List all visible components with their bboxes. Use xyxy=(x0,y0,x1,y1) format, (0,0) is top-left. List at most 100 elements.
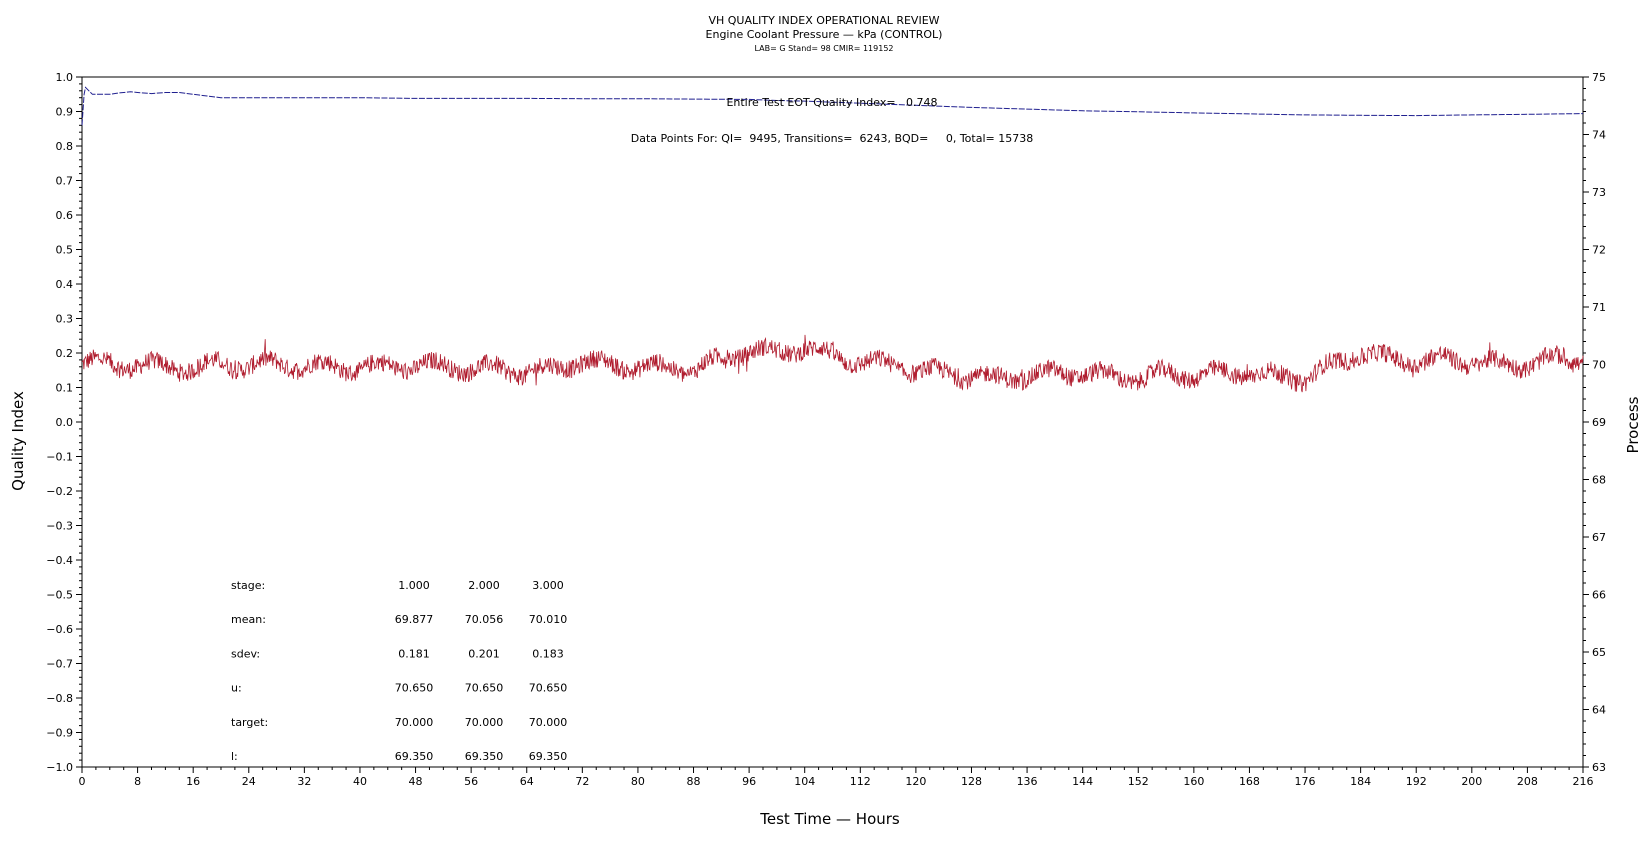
stats-cell: 69.350 xyxy=(529,750,568,763)
annotation-data-points: Data Points For: QI= 9495, Transitions= … xyxy=(631,132,1033,145)
stats-cell: 70.000 xyxy=(529,716,568,729)
y-right-tick-label: 67 xyxy=(1592,531,1606,544)
x-tick-label: 152 xyxy=(1128,775,1149,788)
y-right-tick-label: 63 xyxy=(1592,761,1606,774)
y-right-tick-label: 68 xyxy=(1592,474,1606,487)
y-left-tick-label: 0.7 xyxy=(56,175,74,188)
y-left-tick-label: −0.4 xyxy=(46,554,73,567)
x-tick-label: 128 xyxy=(961,775,982,788)
x-tick-label: 80 xyxy=(631,775,645,788)
y-right-tick-label: 73 xyxy=(1592,186,1606,199)
x-tick-label: 24 xyxy=(242,775,256,788)
stats-cell: 69.350 xyxy=(465,750,504,763)
stats-cell: 2.000 xyxy=(468,579,500,592)
annotation-qi-summary: Entire Test EOT Quality Index= 0.748 xyxy=(726,96,937,109)
y-left-tick-label: 0.8 xyxy=(56,140,74,153)
chart-subtitle: Engine Coolant Pressure — kPa (CONTROL) xyxy=(706,28,943,41)
x-tick-label: 184 xyxy=(1350,775,1371,788)
y-axis-right: 75 74 73 72 71 70 69 68 67 66 65 64 63 xyxy=(1583,71,1606,774)
y-left-tick-label: −0.1 xyxy=(46,451,73,464)
x-axis: 0 8 16 24 32 40 48 56 64 72 80 88 96 104 112 120 128 136 1… xyxy=(79,767,1594,788)
y-right-tick-label: 74 xyxy=(1592,129,1606,142)
y-axis-left-label: Quality Index xyxy=(9,391,27,491)
y-left-tick-label: −0.7 xyxy=(46,658,73,671)
stats-cell: 69.350 xyxy=(395,750,434,763)
chart-subtitle-lab: LAB= G Stand= 98 CMIR= 119152 xyxy=(754,44,893,53)
y-left-tick-label: 0.4 xyxy=(56,278,74,291)
x-tick-label: 16 xyxy=(186,775,200,788)
y-left-tick-label: −0.9 xyxy=(46,727,73,740)
y-right-tick-label: 71 xyxy=(1592,301,1606,314)
stats-cell: 70.000 xyxy=(465,716,504,729)
x-axis-label: Test Time — Hours xyxy=(759,810,900,828)
y-left-tick-label: −0.5 xyxy=(46,589,73,602)
x-tick-label: 168 xyxy=(1239,775,1260,788)
x-tick-label: 72 xyxy=(575,775,589,788)
y-left-tick-label: −0.6 xyxy=(46,623,73,636)
y-left-tick-label: −0.3 xyxy=(46,520,73,533)
stats-cell: 70.056 xyxy=(465,613,504,626)
x-tick-label: 40 xyxy=(353,775,367,788)
stats-row-label: stage: xyxy=(231,579,265,592)
stats-cell: 3.000 xyxy=(532,579,564,592)
stats-cell: 70.000 xyxy=(395,716,434,729)
y-left-tick-label: 0.2 xyxy=(56,347,74,360)
x-tick-label: 192 xyxy=(1406,775,1427,788)
series-quality-index-line xyxy=(81,86,1584,126)
x-tick-label: 0 xyxy=(79,775,86,788)
x-tick-label: 64 xyxy=(520,775,534,788)
y-right-tick-label: 66 xyxy=(1592,589,1606,602)
y-right-tick-label: 65 xyxy=(1592,646,1606,659)
x-tick-label: 208 xyxy=(1517,775,1538,788)
series-process-line xyxy=(82,334,1584,393)
plot-frame xyxy=(81,76,1584,768)
x-tick-label: 136 xyxy=(1017,775,1038,788)
stats-cell: 1.000 xyxy=(398,579,430,592)
stats-cell: 0.201 xyxy=(468,647,500,660)
x-tick-label: 176 xyxy=(1295,775,1316,788)
stats-cell: 70.650 xyxy=(395,682,434,695)
y-left-tick-label: −0.2 xyxy=(46,485,73,498)
y-axis-left: 1.0 0.9 0.8 0.7 0.6 0.5 0.4 0.3 0.2 0.1 0.0 −0.1 −0.… xyxy=(46,71,82,774)
stats-table: stage: 1.000 2.000 3.000 mean: 69.877 70.056 70… xyxy=(231,579,567,763)
y-right-tick-label: 75 xyxy=(1592,71,1606,84)
stats-cell: 70.010 xyxy=(529,613,568,626)
x-tick-label: 88 xyxy=(687,775,701,788)
x-tick-label: 144 xyxy=(1072,775,1093,788)
x-tick-label: 8 xyxy=(134,775,141,788)
stats-row-label: target: xyxy=(231,716,268,729)
y-left-tick-label: 0.1 xyxy=(56,382,74,395)
x-tick-label: 216 xyxy=(1573,775,1594,788)
x-tick-label: 48 xyxy=(409,775,423,788)
x-tick-label: 56 xyxy=(464,775,478,788)
stats-cell: 0.181 xyxy=(398,647,430,660)
y-left-tick-label: 0.6 xyxy=(56,209,74,222)
y-left-tick-label: 0.5 xyxy=(56,244,74,257)
y-right-tick-label: 69 xyxy=(1592,416,1606,429)
stats-cell: 70.650 xyxy=(529,682,568,695)
x-tick-label: 104 xyxy=(794,775,815,788)
x-tick-label: 32 xyxy=(297,775,311,788)
stats-row-label: sdev: xyxy=(231,647,260,660)
x-tick-label: 200 xyxy=(1461,775,1482,788)
stats-row-label: l: xyxy=(231,750,238,763)
chart-title: VH QUALITY INDEX OPERATIONAL REVIEW xyxy=(708,14,939,27)
stats-row-label: u: xyxy=(231,682,242,695)
y-left-tick-label: −1.0 xyxy=(46,761,73,774)
x-tick-label: 112 xyxy=(850,775,871,788)
stats-row-label: mean: xyxy=(231,613,266,626)
stats-cell: 0.183 xyxy=(532,647,564,660)
y-right-tick-label: 64 xyxy=(1592,704,1606,717)
y-left-tick-label: 0.9 xyxy=(56,106,74,119)
y-right-tick-label: 70 xyxy=(1592,359,1606,372)
x-tick-label: 120 xyxy=(905,775,926,788)
y-left-tick-label: −0.8 xyxy=(46,692,73,705)
x-tick-label: 96 xyxy=(742,775,756,788)
y-axis-right-label: Process xyxy=(1624,396,1642,453)
y-left-tick-label: 1.0 xyxy=(56,71,74,84)
y-right-tick-label: 72 xyxy=(1592,244,1606,257)
y-left-tick-label: 0.0 xyxy=(56,416,74,429)
x-tick-label: 160 xyxy=(1183,775,1204,788)
stats-cell: 69.877 xyxy=(395,613,434,626)
